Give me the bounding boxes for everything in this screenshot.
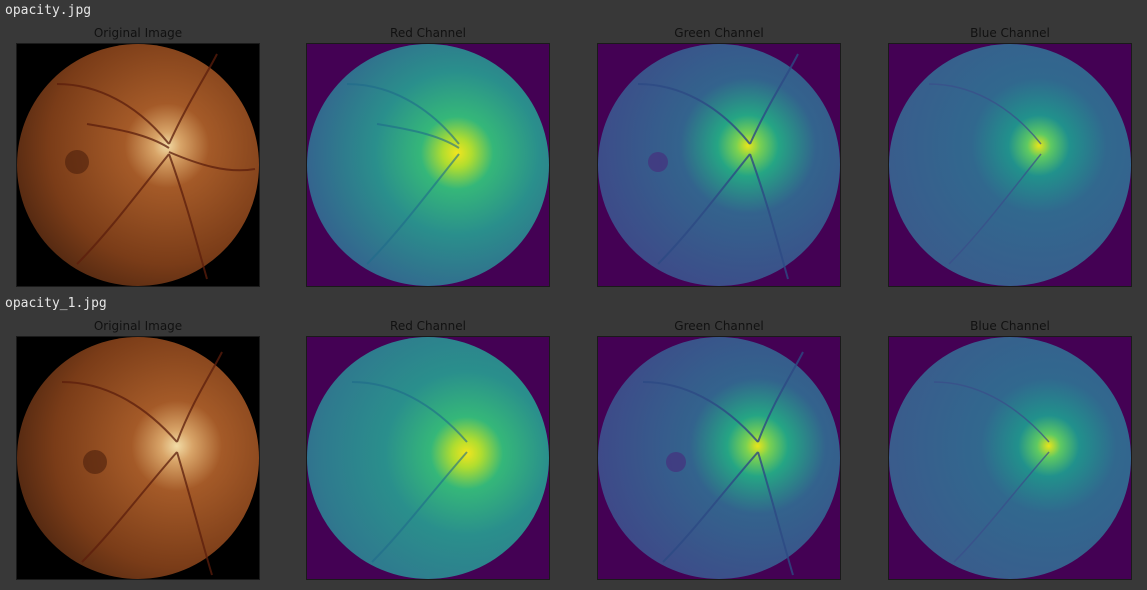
red-channel-image <box>306 336 550 580</box>
panel-title: Red Channel <box>390 319 466 333</box>
blue-channel-image <box>888 336 1132 580</box>
panel-title: Green Channel <box>674 26 764 40</box>
panel-title: Original Image <box>93 26 183 40</box>
blue-channel-image <box>888 43 1132 287</box>
green-channel-image <box>597 336 841 580</box>
green-channel-image <box>597 43 841 287</box>
file-name-label: opacity.jpg <box>5 3 92 18</box>
panel-title: Original Image <box>93 319 183 333</box>
panel-title: Green Channel <box>674 319 764 333</box>
panel-title: Blue Channel <box>970 26 1050 40</box>
panel-title: Red Channel <box>390 26 466 40</box>
file-name-label: opacity_1.jpg <box>5 296 107 311</box>
original-image <box>16 336 260 580</box>
original-image <box>16 43 260 287</box>
panel-title: Blue Channel <box>970 319 1050 333</box>
red-channel-image <box>306 43 550 287</box>
